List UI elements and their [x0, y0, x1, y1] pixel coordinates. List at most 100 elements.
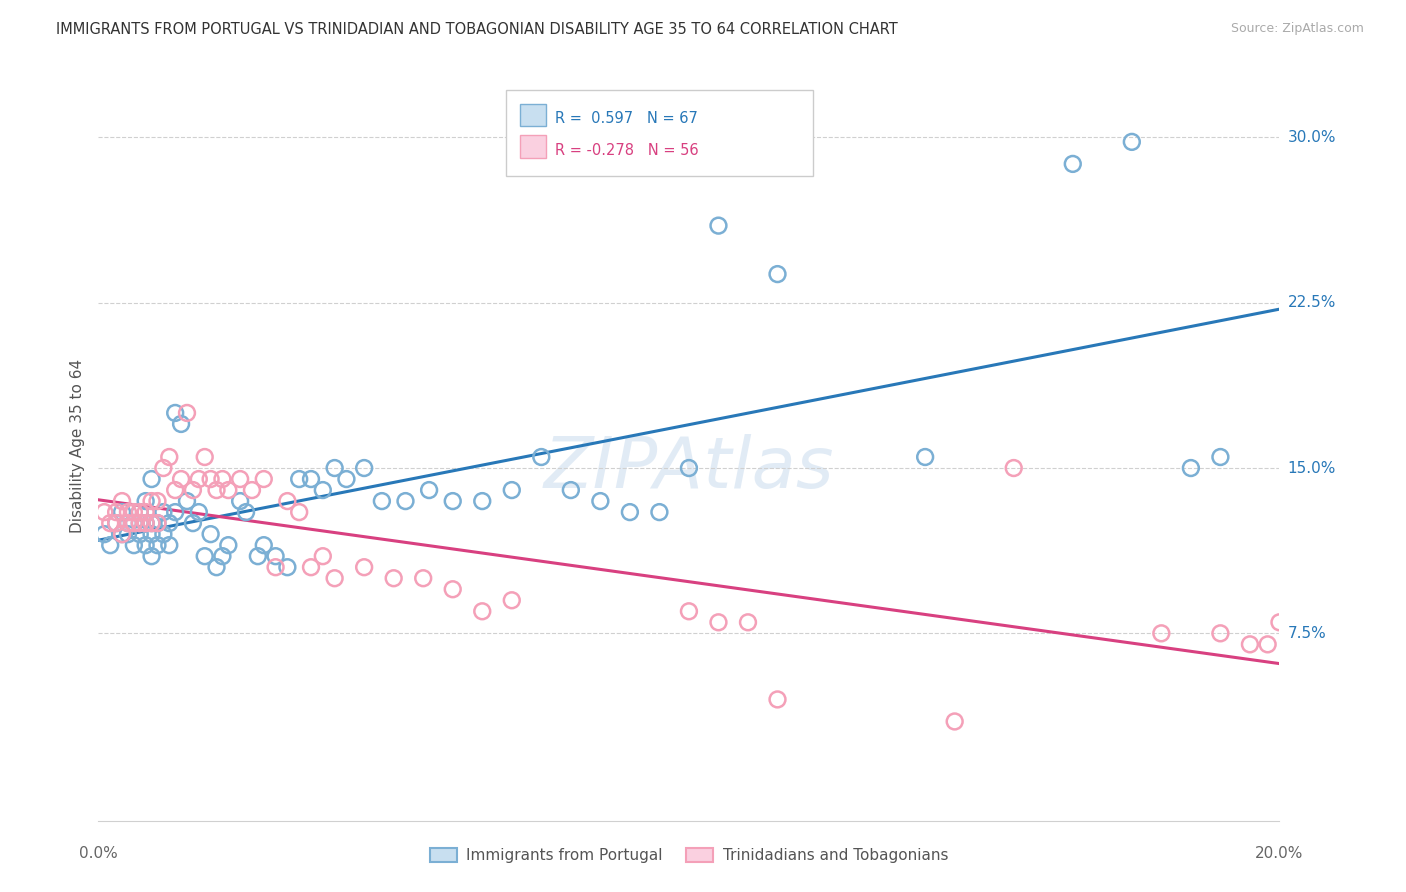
Point	[122, 516, 145, 530]
Text: 20.0%: 20.0%	[1256, 846, 1303, 861]
Point	[117, 505, 139, 519]
Point	[312, 483, 335, 497]
Point	[176, 406, 198, 420]
Point	[707, 615, 730, 630]
Point	[737, 615, 759, 630]
Point	[135, 516, 157, 530]
Point	[335, 472, 357, 486]
Point	[560, 483, 582, 497]
Point	[122, 505, 145, 519]
FancyBboxPatch shape	[520, 103, 546, 126]
Point	[276, 560, 298, 574]
Point	[323, 571, 346, 585]
Point	[117, 516, 139, 530]
Point	[98, 516, 121, 530]
Point	[648, 505, 671, 519]
Point	[170, 472, 193, 486]
Point	[187, 472, 209, 486]
Point	[117, 527, 139, 541]
Point	[707, 219, 730, 233]
Point	[211, 472, 233, 486]
Point	[128, 516, 150, 530]
Point	[501, 483, 523, 497]
Point	[135, 516, 157, 530]
Point	[128, 516, 150, 530]
Point	[441, 582, 464, 597]
Point	[165, 505, 187, 519]
Point	[253, 538, 276, 552]
Point	[501, 593, 523, 607]
Point	[141, 549, 163, 564]
Point	[471, 604, 494, 618]
Point	[619, 505, 641, 519]
Point	[288, 505, 311, 519]
Point	[412, 571, 434, 585]
Text: 15.0%: 15.0%	[1288, 460, 1336, 475]
FancyBboxPatch shape	[520, 136, 546, 158]
Point	[152, 505, 174, 519]
Point	[229, 472, 252, 486]
Point	[200, 472, 222, 486]
Point	[135, 505, 157, 519]
Point	[766, 267, 789, 281]
Point	[122, 538, 145, 552]
Point	[1062, 157, 1084, 171]
Point	[229, 494, 252, 508]
Point	[914, 450, 936, 464]
Point	[181, 483, 204, 497]
Point	[111, 527, 134, 541]
Point	[1180, 461, 1202, 475]
Point	[253, 472, 276, 486]
Point	[165, 483, 187, 497]
Point	[170, 417, 193, 431]
Text: 7.5%: 7.5%	[1288, 626, 1326, 640]
Point	[1150, 626, 1173, 640]
Point	[323, 461, 346, 475]
Point	[418, 483, 440, 497]
Text: R =  0.597   N = 67: R = 0.597 N = 67	[555, 112, 699, 126]
Point	[1121, 135, 1143, 149]
Point	[943, 714, 966, 729]
Point	[128, 527, 150, 541]
Text: IMMIGRANTS FROM PORTUGAL VS TRINIDADIAN AND TOBAGONIAN DISABILITY AGE 35 TO 64 C: IMMIGRANTS FROM PORTUGAL VS TRINIDADIAN …	[56, 22, 898, 37]
Point	[105, 505, 128, 519]
Point	[93, 527, 115, 541]
Point	[1002, 461, 1025, 475]
Text: 22.5%: 22.5%	[1288, 295, 1336, 310]
Point	[264, 560, 287, 574]
Point	[382, 571, 405, 585]
Point	[141, 527, 163, 541]
Point	[128, 505, 150, 519]
Point	[471, 494, 494, 508]
Point	[117, 516, 139, 530]
Point	[276, 494, 298, 508]
FancyBboxPatch shape	[506, 90, 813, 177]
Point	[299, 472, 322, 486]
Point	[157, 516, 180, 530]
Point	[181, 516, 204, 530]
Point	[353, 461, 375, 475]
Point	[353, 560, 375, 574]
Point	[312, 549, 335, 564]
Point	[299, 560, 322, 574]
Point	[135, 494, 157, 508]
Point	[371, 494, 394, 508]
Point	[152, 461, 174, 475]
Point	[678, 604, 700, 618]
Point	[1239, 637, 1261, 651]
Point	[176, 494, 198, 508]
Point	[205, 560, 228, 574]
Point	[1268, 615, 1291, 630]
Point	[194, 549, 217, 564]
Text: 30.0%: 30.0%	[1288, 130, 1336, 145]
Point	[141, 516, 163, 530]
Point	[157, 450, 180, 464]
Point	[678, 461, 700, 475]
Legend: Immigrants from Portugal, Trinidadians and Tobagonians: Immigrants from Portugal, Trinidadians a…	[423, 842, 955, 869]
Point	[246, 549, 269, 564]
Point	[157, 538, 180, 552]
Point	[240, 483, 263, 497]
Point	[105, 516, 128, 530]
Point	[141, 472, 163, 486]
Point	[152, 527, 174, 541]
